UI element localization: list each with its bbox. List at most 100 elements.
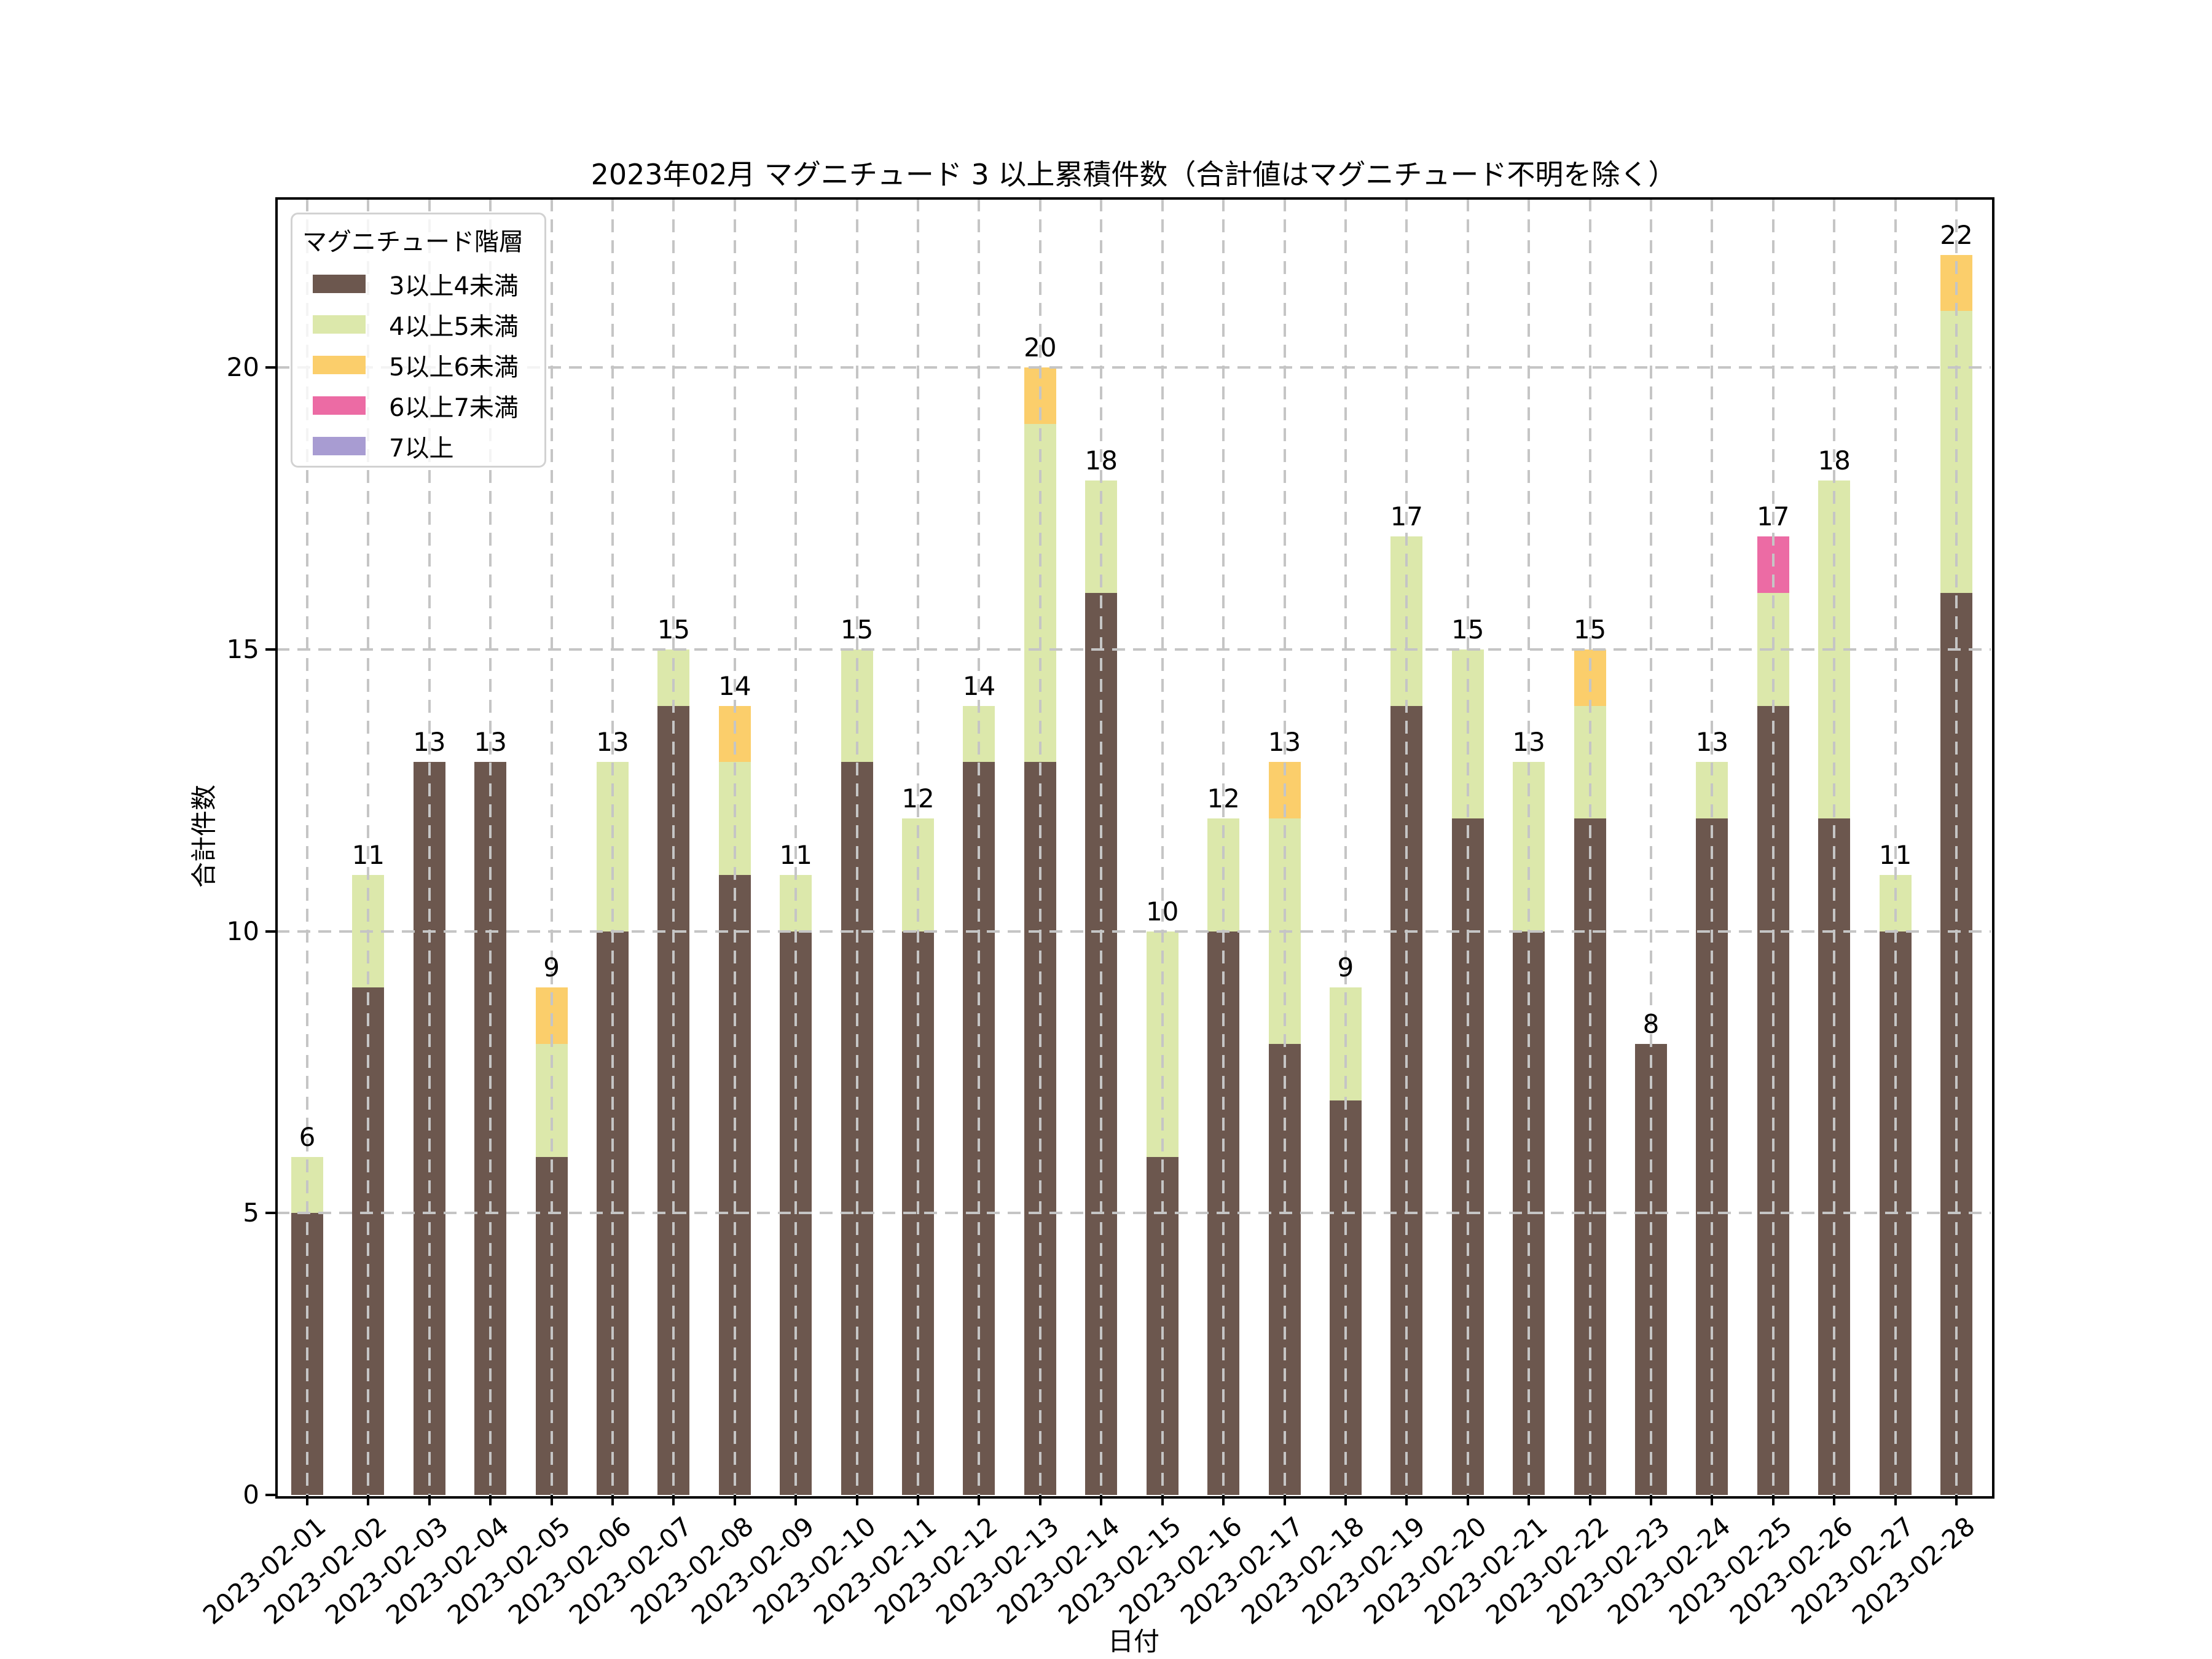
legend-item: 5以上6未満 (313, 345, 539, 385)
x-tick-mark (1100, 1495, 1103, 1505)
x-tick-mark (978, 1495, 981, 1505)
x-tick-mark (611, 1495, 614, 1505)
bar-total-label: 22 (1940, 219, 1973, 250)
legend-title: マグニチュード階層 (302, 228, 524, 256)
y-tick-label: 15 (226, 633, 259, 664)
x-tick-mark (550, 1495, 553, 1505)
y-tick-label: 20 (226, 352, 259, 383)
x-gridline (1405, 198, 1408, 1495)
x-tick-mark (1344, 1495, 1347, 1505)
x-tick-mark (1649, 1495, 1652, 1505)
bar-total-label: 12 (1207, 783, 1240, 814)
legend: マグニチュード階層 3以上4未満 4以上5未満 5以上6未満 6以上7未満 7以上 (291, 213, 546, 468)
x-gridline (1161, 198, 1164, 1495)
bar-total-label: 15 (840, 614, 874, 645)
bar-total-label: 13 (1268, 727, 1301, 758)
legend-swatch-icon (313, 437, 366, 455)
x-tick-mark (794, 1495, 798, 1505)
bar-total-label: 12 (901, 783, 935, 814)
y-tick-mark (265, 648, 276, 651)
bar-total-label: 8 (1642, 1009, 1660, 1040)
x-gridline (306, 198, 308, 1495)
x-tick-mark (1588, 1495, 1591, 1505)
bar-total-label: 11 (351, 839, 385, 870)
bar-total-label: 20 (1024, 332, 1057, 363)
bar-total-label: 13 (596, 727, 629, 758)
y-tick-mark (265, 1212, 276, 1215)
x-tick-mark (672, 1495, 675, 1505)
x-gridline (1528, 198, 1531, 1495)
legend-item: 7以上 (313, 426, 539, 466)
bar-total-label: 13 (1695, 727, 1729, 758)
x-gridline (1711, 198, 1714, 1495)
bar-total-label: 15 (657, 614, 691, 645)
x-gridline (1100, 198, 1103, 1495)
x-tick-mark (306, 1495, 308, 1505)
x-tick-mark (1711, 1495, 1714, 1505)
legend-item-label: 7以上 (389, 434, 454, 463)
x-gridline (1222, 198, 1225, 1495)
x-tick-mark (489, 1495, 492, 1505)
bar-total-label: 18 (1818, 445, 1851, 476)
y-tick-label: 10 (226, 916, 259, 946)
legend-swatch-icon (313, 396, 366, 415)
x-tick-mark (1833, 1495, 1836, 1505)
x-gridline (367, 198, 370, 1495)
bar-total-label: 13 (413, 727, 446, 758)
y-gridline (276, 648, 1991, 651)
y-gridline (276, 1212, 1991, 1215)
legend-item: 3以上4未満 (313, 264, 539, 304)
x-tick-mark (1405, 1495, 1408, 1505)
legend-item: 6以上7未満 (313, 385, 539, 426)
x-gridline (1283, 198, 1286, 1495)
y-gridline (276, 930, 1991, 933)
x-tick-mark (855, 1495, 858, 1505)
x-gridline (1771, 198, 1775, 1495)
x-gridline (489, 198, 492, 1495)
y-gridline (276, 366, 1991, 369)
y-tick-mark (265, 930, 276, 933)
x-gridline (611, 198, 614, 1495)
bar-total-label: 6 (299, 1121, 316, 1152)
x-gridline (1588, 198, 1591, 1495)
x-gridline (1038, 198, 1041, 1495)
bar-total-label: 14 (718, 670, 751, 701)
x-tick-mark (367, 1495, 370, 1505)
x-tick-mark (1955, 1495, 1958, 1505)
x-gridline (1466, 198, 1469, 1495)
bar-total-label: 15 (1573, 614, 1607, 645)
x-gridline (1833, 198, 1836, 1495)
bar-total-label: 11 (779, 839, 812, 870)
bar-total-label: 17 (1390, 501, 1424, 532)
bar-total-label: 15 (1451, 614, 1484, 645)
legend-rows: 3以上4未満 4以上5未満 5以上6未満 6以上7未満 7以上 (313, 264, 539, 466)
legend-item-label: 4以上5未満 (389, 313, 519, 341)
legend-item: 4以上5未満 (313, 304, 539, 345)
bar-total-label: 10 (1145, 896, 1179, 927)
x-tick-mark (428, 1495, 431, 1505)
legend-item-label: 6以上7未満 (389, 394, 519, 422)
legend-swatch-icon (313, 275, 366, 293)
x-tick-mark (1222, 1495, 1225, 1505)
y-tick-label: 0 (243, 1480, 259, 1510)
x-gridline (855, 198, 858, 1495)
bar-total-label: 14 (962, 670, 996, 701)
x-tick-mark (1894, 1495, 1897, 1505)
x-gridline (1344, 198, 1347, 1495)
x-tick-mark (917, 1495, 920, 1505)
bar-total-label: 9 (543, 952, 560, 983)
x-gridline (428, 198, 431, 1495)
x-tick-mark (1038, 1495, 1041, 1505)
y-tick-mark (265, 366, 276, 369)
x-tick-mark (1771, 1495, 1775, 1505)
x-gridline (672, 198, 675, 1495)
legend-item-label: 5以上6未満 (389, 353, 519, 382)
x-gridline (917, 198, 920, 1495)
y-axis-label: 合計件数 (189, 784, 219, 888)
x-tick-mark (1161, 1495, 1164, 1505)
x-gridline (1955, 198, 1958, 1495)
x-gridline (550, 198, 553, 1495)
x-gridline (794, 198, 798, 1495)
